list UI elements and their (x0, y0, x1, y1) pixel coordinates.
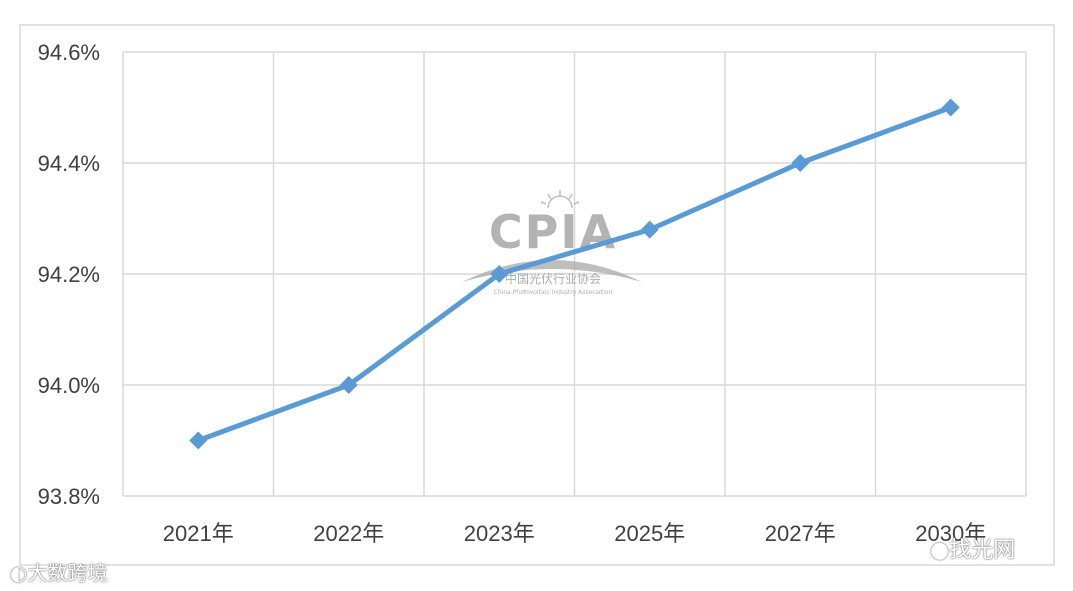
x-tick-label: 2027年 (765, 521, 836, 546)
data-point-marker (640, 220, 659, 239)
cpia-watermark: CPIA 中国光伏行业协会 China Photovoltaic Industr… (462, 190, 642, 296)
data-point-marker (339, 376, 358, 394)
chart-frame (19, 24, 1055, 566)
bottom-left-watermark-text: 大数跨境 (27, 561, 108, 585)
sun-icon (540, 190, 580, 209)
bottom-right-watermark: ●找光网 (930, 532, 1015, 564)
data-point-marker (941, 98, 960, 117)
y-tick-label: 94.4% (38, 151, 100, 176)
data-point-marker (189, 431, 208, 450)
y-axis-ticks: 93.8% 94.0% 94.2% 94.4% 94.6% (38, 40, 100, 509)
y-tick-label: 94.0% (38, 373, 100, 398)
cpia-subtitle: 中国光伏行业协会 (505, 271, 601, 286)
wechat-icon: ● (930, 538, 950, 563)
y-tick-label: 93.8% (38, 484, 100, 509)
camera-icon: ◐ (10, 561, 28, 585)
x-tick-label: 2021年 (163, 521, 234, 546)
cpia-subtitle-en: China Photovoltaic Industry Association (494, 289, 613, 296)
bottom-left-watermark: ◐大数跨境 (10, 557, 107, 586)
y-tick-label: 94.2% (38, 262, 100, 287)
x-axis-ticks: 2021年 2022年 2023年 2025年 2027年 2030年 (163, 521, 986, 546)
x-tick-label: 2023年 (464, 521, 535, 546)
bottom-right-watermark-text: 找光网 (949, 538, 1016, 563)
x-tick-label: 2022年 (313, 521, 384, 546)
grid-lines (122, 51, 1027, 497)
series-markers (189, 98, 960, 450)
x-tick-label: 2025年 (614, 521, 685, 546)
x-tick-label: 2030年 (915, 521, 986, 546)
cpia-logo-text: CPIA (489, 205, 617, 259)
data-point-marker (791, 154, 810, 172)
y-tick-label: 94.6% (38, 40, 100, 65)
series-line (195, 105, 954, 443)
data-point-marker (490, 265, 509, 283)
series-group (189, 98, 960, 450)
swoosh-icon (462, 260, 642, 282)
